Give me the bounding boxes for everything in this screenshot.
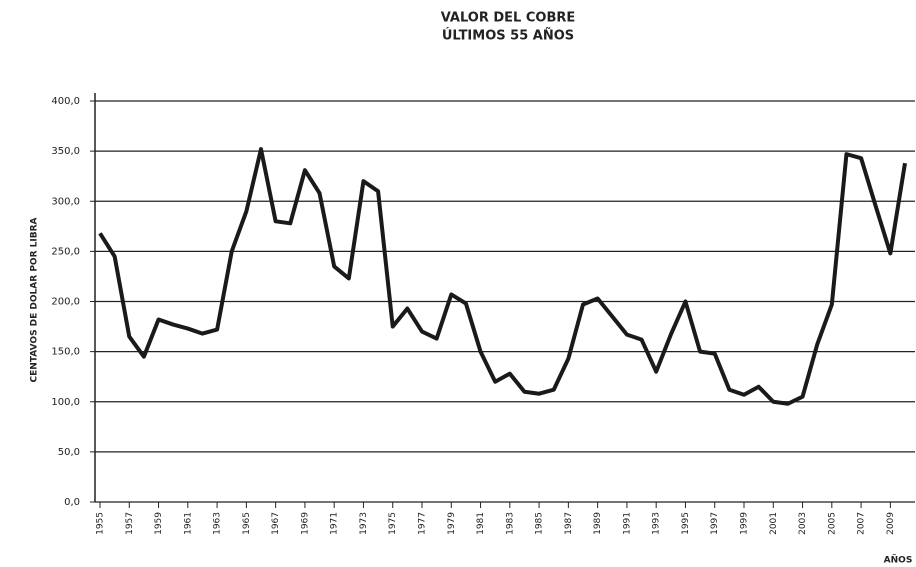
x-tick-label: 1995 bbox=[681, 512, 691, 535]
x-tick-label: 1989 bbox=[593, 512, 603, 535]
x-tick-label: 2007 bbox=[857, 512, 867, 535]
x-tick-label: 1975 bbox=[388, 512, 398, 535]
x-tick-label: 1983 bbox=[505, 512, 515, 535]
data-line bbox=[98, 147, 907, 406]
y-axis-label: CENTAVOS DE DOLAR POR LIBRA bbox=[30, 218, 40, 383]
y-tick-label: 0,0 bbox=[64, 497, 80, 508]
x-tick-label: 1999 bbox=[740, 512, 750, 535]
y-tick-label: 400,0 bbox=[51, 96, 80, 107]
x-tick-label: 2005 bbox=[827, 512, 837, 535]
x-tick-label: 1985 bbox=[535, 512, 545, 535]
y-tick-label: 100,0 bbox=[51, 397, 80, 408]
x-tick-label: 1971 bbox=[330, 512, 340, 535]
y-tick-label: 300,0 bbox=[51, 196, 80, 207]
y-tick-label: 250,0 bbox=[51, 246, 80, 257]
y-tick-label: 350,0 bbox=[51, 146, 80, 157]
y-tick-label: 50,0 bbox=[58, 447, 80, 458]
chart-subtitle: ÚLTIMOS 55 AÑOS bbox=[442, 28, 574, 44]
x-tick-label: 1955 bbox=[96, 512, 106, 535]
x-tick-label: 1963 bbox=[213, 512, 223, 535]
x-tick-label: 1969 bbox=[300, 512, 310, 535]
x-tick-label: 1981 bbox=[476, 512, 486, 535]
x-tick-label: 1961 bbox=[183, 512, 193, 535]
x-tick-label: 1991 bbox=[622, 512, 632, 535]
chart-title: VALOR DEL COBRE bbox=[441, 11, 576, 26]
x-tick-label: 2009 bbox=[886, 512, 896, 535]
x-tick-label: 1959 bbox=[154, 512, 164, 535]
x-axis-label: AÑOS bbox=[884, 555, 913, 566]
y-tick-label: 150,0 bbox=[51, 347, 80, 358]
x-tick-label: 1967 bbox=[271, 512, 281, 535]
x-tick-label: 1997 bbox=[710, 512, 720, 535]
x-tick-label: 1979 bbox=[447, 512, 457, 535]
x-tick-label: 2003 bbox=[798, 512, 808, 535]
x-tick-label: 1965 bbox=[242, 512, 252, 535]
x-tick-label: 1973 bbox=[359, 512, 369, 535]
x-tick-label: 1957 bbox=[125, 512, 135, 535]
x-tick-label: 2001 bbox=[769, 512, 779, 535]
x-tick-label: 1977 bbox=[418, 512, 428, 535]
y-tick-label: 200,0 bbox=[51, 297, 80, 308]
x-tick-label: 1993 bbox=[652, 512, 662, 535]
x-tick-label: 1987 bbox=[564, 512, 574, 535]
